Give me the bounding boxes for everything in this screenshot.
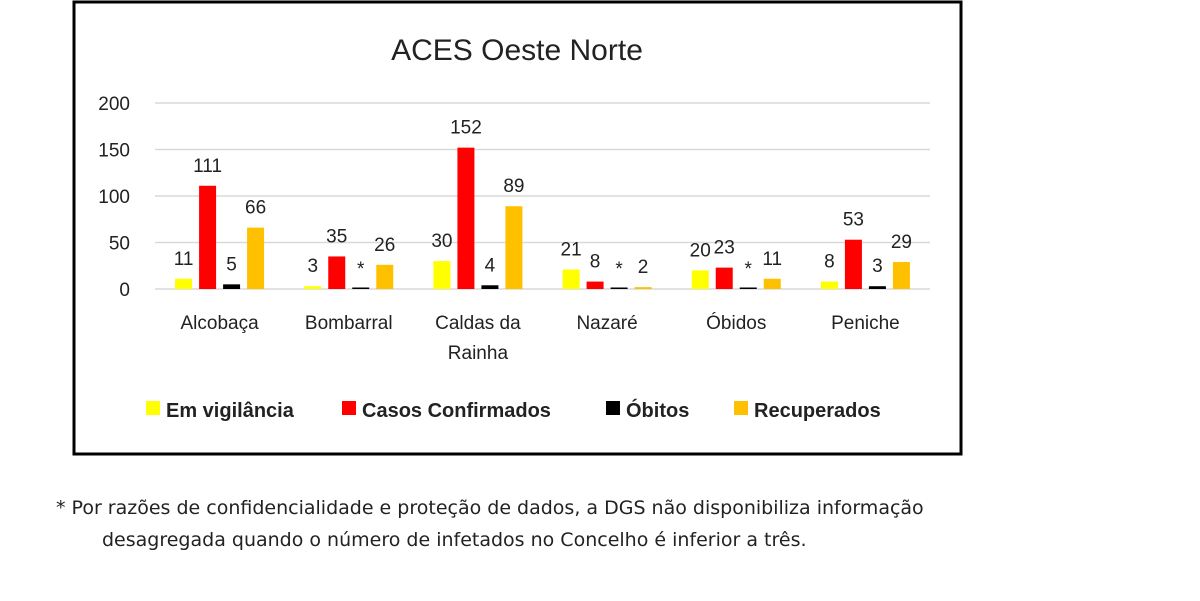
legend-label: Óbitos xyxy=(626,398,689,422)
data-label: 4 xyxy=(485,255,496,276)
data-label: 29 xyxy=(891,232,912,253)
data-label: 21 xyxy=(561,239,582,260)
y-tick-label: 200 xyxy=(98,94,130,115)
bar xyxy=(199,185,217,289)
data-label: 3 xyxy=(307,256,318,277)
x-tick-label: Caldas da xyxy=(435,313,521,334)
x-tick-label: Rainha xyxy=(448,343,509,364)
x-tick-label: Alcobaça xyxy=(180,313,259,334)
x-tick-label: Óbidos xyxy=(706,312,766,334)
bar xyxy=(376,264,394,289)
bar xyxy=(634,287,652,289)
bar xyxy=(457,147,475,289)
data-label: 11 xyxy=(174,249,194,270)
bar xyxy=(175,278,193,289)
bar xyxy=(715,267,733,289)
bar xyxy=(763,278,781,289)
bar xyxy=(223,284,241,289)
data-label: 30 xyxy=(431,231,452,252)
bar xyxy=(481,285,499,289)
data-label: * xyxy=(615,259,623,280)
bar xyxy=(892,262,910,289)
bar xyxy=(562,269,580,289)
y-axis: 0 50 100 150 200 xyxy=(98,94,130,301)
data-label: 5 xyxy=(226,254,237,275)
legend-label: Recuperados xyxy=(754,400,881,422)
data-label: * xyxy=(745,259,753,280)
x-tick-label: Peniche xyxy=(831,313,900,334)
data-label: 66 xyxy=(245,198,266,219)
data-label: 35 xyxy=(326,226,347,247)
data-label: 152 xyxy=(450,118,482,139)
gridlines xyxy=(155,102,930,290)
data-label: 53 xyxy=(843,210,864,231)
bar xyxy=(868,286,886,289)
data-label: 26 xyxy=(374,235,395,256)
bar xyxy=(739,287,757,289)
y-tick-label: 0 xyxy=(119,280,130,301)
bar xyxy=(505,206,523,289)
y-tick-label: 100 xyxy=(98,187,130,208)
data-label: * xyxy=(357,259,365,280)
bar xyxy=(844,239,862,289)
footnote: * Por razões de confidencialidade e prot… xyxy=(56,492,1156,556)
legend-swatch xyxy=(342,401,356,415)
y-tick-label: 50 xyxy=(109,234,130,255)
data-label: 8 xyxy=(824,252,835,273)
data-label: 111 xyxy=(193,156,222,177)
y-tick-label: 150 xyxy=(98,141,130,162)
footnote-line-2: desagregada quando o número de infetados… xyxy=(102,529,807,551)
bar xyxy=(610,287,628,289)
data-label: 11 xyxy=(762,249,782,270)
bar xyxy=(691,270,709,289)
bar xyxy=(304,286,322,289)
bar xyxy=(433,261,451,289)
data-label: 23 xyxy=(714,238,735,259)
legend-label: Em vigilância xyxy=(166,400,295,422)
data-label: 2 xyxy=(638,257,649,278)
data-label: 8 xyxy=(590,252,601,273)
legend-swatch xyxy=(606,401,620,415)
legend: Em vigilância Casos Confirmados Óbitos Recu… xyxy=(146,398,881,422)
x-tick-label: Nazaré xyxy=(576,313,637,334)
legend-label: Casos Confirmados xyxy=(362,400,551,422)
legend-swatch xyxy=(734,401,748,415)
footnote-line-1: * Por razões de confidencialidade e prot… xyxy=(56,497,924,519)
x-axis: Alcobaça Bombarral Caldas da Rainha Nazaré Ób… xyxy=(180,312,899,364)
bar xyxy=(328,256,346,289)
x-tick-label: Bombarral xyxy=(305,313,393,334)
data-label: 20 xyxy=(690,240,711,261)
data-label: 89 xyxy=(503,176,524,197)
bar xyxy=(352,287,370,289)
bar xyxy=(586,281,604,289)
bar xyxy=(247,227,265,289)
legend-swatch xyxy=(146,401,160,415)
chart-title: ACES Oeste Norte xyxy=(391,34,643,67)
bar xyxy=(820,281,838,289)
bars xyxy=(175,147,910,289)
data-label: 3 xyxy=(872,256,883,277)
